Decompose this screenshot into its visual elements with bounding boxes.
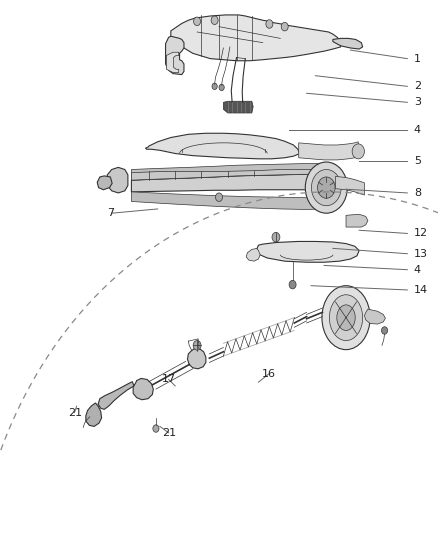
Circle shape (311, 169, 341, 206)
Text: 21: 21 (68, 408, 82, 417)
Text: 16: 16 (262, 369, 276, 379)
Text: 4: 4 (414, 125, 421, 135)
Text: 2: 2 (414, 82, 421, 91)
Polygon shape (131, 174, 335, 192)
Circle shape (153, 425, 159, 432)
Text: 12: 12 (414, 229, 428, 238)
Polygon shape (246, 248, 260, 261)
Text: 21: 21 (162, 428, 176, 438)
Text: 3: 3 (414, 98, 421, 107)
Text: 14: 14 (414, 285, 428, 295)
Circle shape (289, 280, 296, 289)
Circle shape (211, 16, 218, 25)
Circle shape (352, 144, 364, 159)
Polygon shape (145, 133, 300, 159)
Polygon shape (86, 403, 102, 426)
Polygon shape (346, 214, 368, 227)
Polygon shape (171, 15, 341, 61)
Polygon shape (166, 36, 184, 75)
Circle shape (212, 83, 217, 90)
Polygon shape (333, 38, 363, 49)
Polygon shape (133, 378, 153, 400)
Polygon shape (166, 52, 179, 72)
Circle shape (305, 162, 347, 213)
Text: 7: 7 (107, 208, 114, 218)
Circle shape (193, 341, 201, 350)
Text: 4: 4 (414, 265, 421, 274)
Polygon shape (131, 164, 335, 180)
Circle shape (381, 327, 388, 334)
Polygon shape (299, 142, 358, 160)
Text: 13: 13 (414, 249, 428, 259)
Polygon shape (364, 309, 385, 324)
Polygon shape (98, 382, 134, 409)
Circle shape (266, 20, 273, 28)
Text: 8: 8 (414, 188, 421, 198)
Polygon shape (131, 169, 335, 180)
Circle shape (219, 84, 224, 91)
Text: 5: 5 (414, 156, 421, 166)
Circle shape (215, 193, 223, 201)
Text: 1: 1 (414, 54, 421, 63)
Circle shape (272, 232, 280, 242)
Polygon shape (223, 101, 253, 113)
Ellipse shape (322, 286, 370, 350)
Polygon shape (131, 192, 335, 209)
Polygon shape (336, 176, 364, 195)
Ellipse shape (337, 305, 355, 330)
Circle shape (281, 22, 288, 31)
Circle shape (194, 17, 201, 26)
Polygon shape (187, 349, 206, 369)
Circle shape (318, 177, 335, 198)
Polygon shape (107, 167, 128, 193)
Polygon shape (97, 176, 112, 190)
Polygon shape (257, 241, 359, 262)
Ellipse shape (329, 295, 363, 341)
Text: 17: 17 (162, 375, 176, 384)
